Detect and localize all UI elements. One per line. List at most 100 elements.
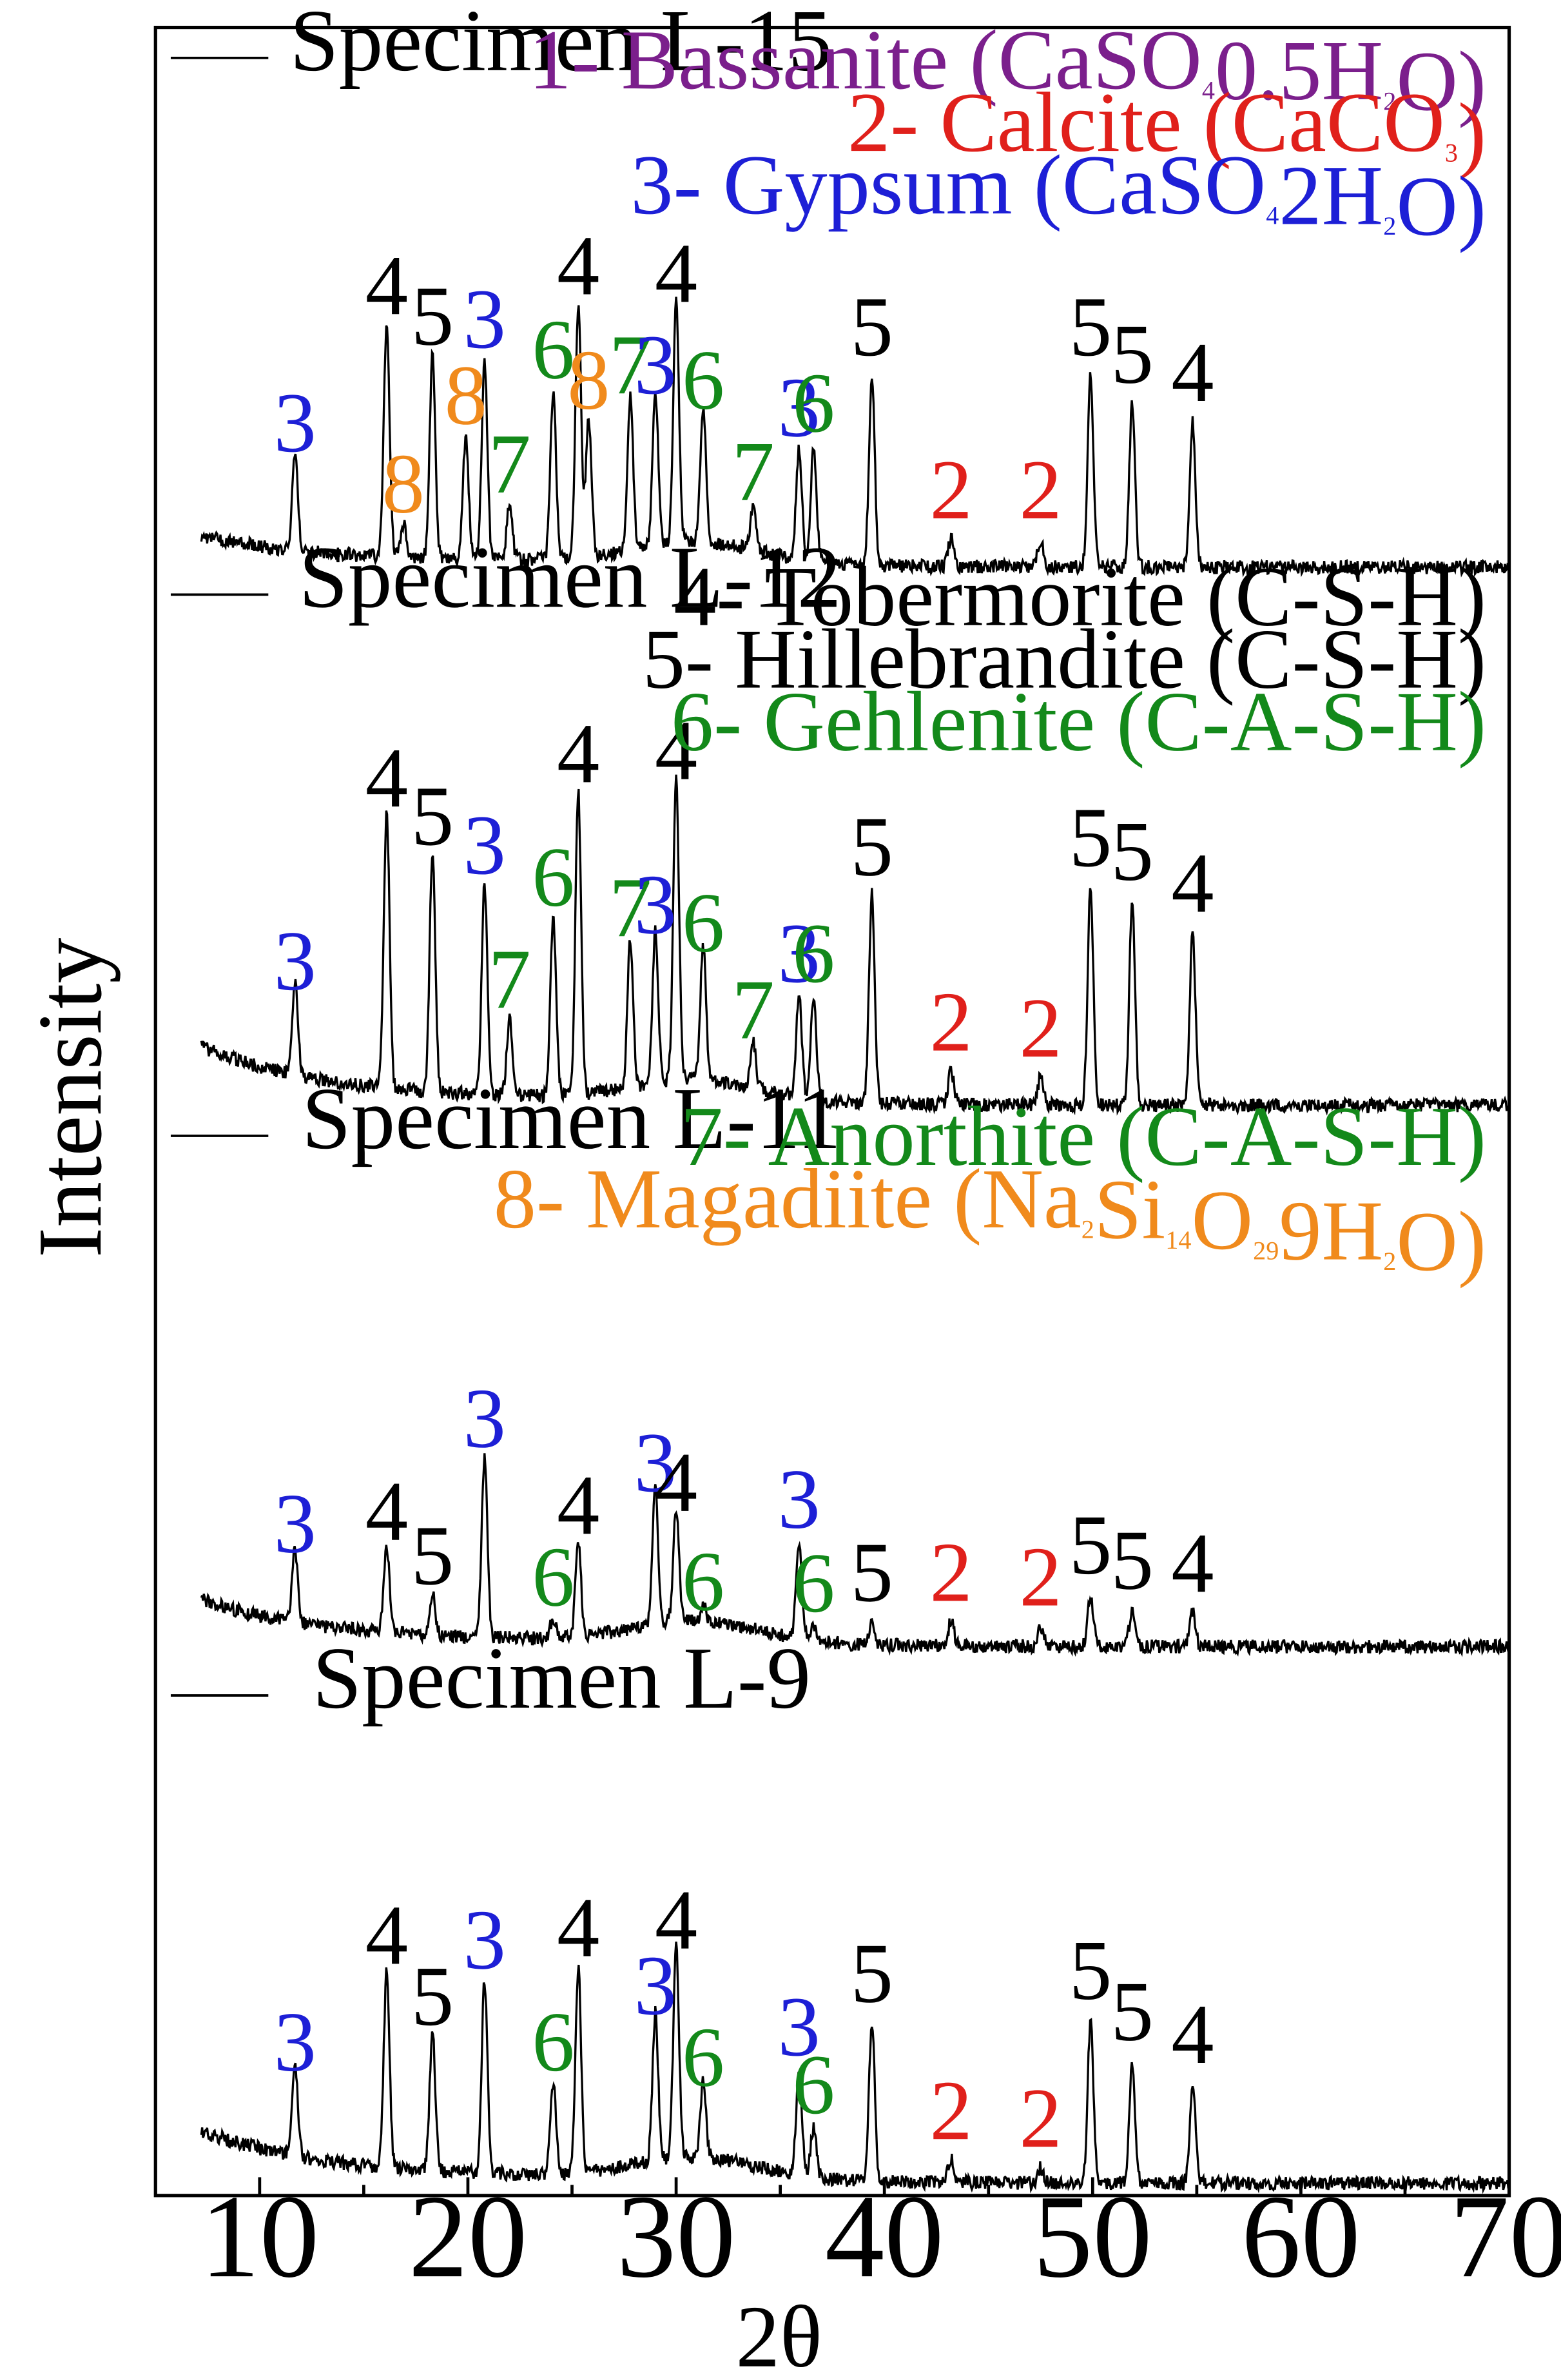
peak-label: 5	[851, 799, 893, 894]
peak-label: 4	[557, 1458, 599, 1552]
series-label-specimen-l-9: Specimen L-9	[313, 1629, 811, 1727]
peak-label: 3	[274, 1995, 316, 2089]
series-label-specimen-l-12: Specimen L-12	[299, 528, 842, 626]
peak-label: 7	[488, 932, 530, 1026]
peak-label: 6	[532, 1530, 574, 1624]
peak-label: 6	[682, 875, 724, 970]
peak-label: 3	[634, 857, 677, 951]
peak-label: 6	[682, 333, 724, 427]
plot-frame	[153, 25, 1511, 2198]
peak-label: 7	[732, 424, 775, 519]
peak-label: 5	[1111, 1512, 1154, 1607]
peak-label: 6	[792, 2037, 835, 2132]
legend-entry-3: 3- Gypsum (CaSO42H2O)	[630, 137, 1486, 253]
x-tick-label: 40	[825, 2170, 944, 2302]
peak-label: 4	[365, 238, 408, 333]
peak-label: 4	[557, 218, 599, 313]
peak-label: 8	[567, 333, 610, 427]
peak-label: 8	[445, 348, 487, 443]
peak-label: 3	[634, 1938, 677, 2033]
peak-label: 2	[1019, 1530, 1062, 1624]
peak-label: 3	[778, 1979, 820, 2074]
peak-label: 5	[1111, 804, 1154, 899]
peak-label: 7	[732, 962, 775, 1057]
peak-label: 4	[655, 226, 697, 320]
legend: 1- Bassanite (CaSO40.5H2O)2- Calcite (Ca…	[494, 12, 1486, 1289]
x-tick-label: 70	[1450, 2170, 1561, 2302]
peak-label: 5	[851, 279, 893, 374]
x-tick-label: 10	[200, 2170, 319, 2302]
peak-label: 6	[792, 355, 835, 450]
peak-label: 4	[365, 1464, 408, 1559]
x-tick-label: 60	[1241, 2170, 1360, 2302]
x-axis: 10 20 30 40 50 60 70	[200, 2170, 1561, 2302]
peak-label: 6	[532, 1995, 574, 2089]
legend-entry-7: 7- Anorthite (C-A-S-H)	[680, 1089, 1486, 1184]
peak-label: 2	[1019, 442, 1062, 537]
peak-label: 8	[382, 436, 425, 531]
peak-label: 4	[557, 706, 599, 801]
peak-label: 6	[792, 906, 835, 1000]
peak-label: 2	[929, 442, 972, 537]
peak-label: 3	[463, 797, 506, 892]
peak-label: 3	[778, 1452, 820, 1546]
peak-label: 6	[682, 2010, 724, 2105]
legend-entry-1: 1- Bassanite (CaSO40.5H2O)	[528, 12, 1486, 128]
peak-label: 4	[557, 1880, 599, 1975]
series-trace-specimen-l-12	[200, 774, 1510, 1116]
peak-label: 4	[1171, 325, 1214, 420]
peak-label: 6	[532, 302, 574, 397]
peak-label: 3	[274, 913, 316, 1008]
x-tick-label: 30	[617, 2170, 735, 2302]
peak-label: 4	[365, 730, 408, 825]
peak-label: 5	[411, 768, 454, 863]
peak-label: 4	[1171, 1516, 1214, 1610]
peak-label: 4	[655, 703, 697, 798]
peak-label: 4	[365, 1887, 408, 1982]
peak-label: 4	[655, 1435, 697, 1530]
peak-label: 5	[851, 1926, 893, 2020]
peak-label: 3	[634, 1415, 677, 1510]
peak-label: 5	[1069, 790, 1112, 884]
y-axis-title: Intensity	[19, 938, 121, 1258]
peak-label: 5	[1069, 1497, 1112, 1592]
peak-label: 3	[634, 317, 677, 412]
x-tick-label: 50	[1033, 2170, 1152, 2302]
series-trace-specimen-l-11	[200, 1453, 1511, 1657]
legend-entry-6: 6- Gehlenite (C-A-S-H)	[671, 674, 1486, 769]
peak-label: 3	[778, 360, 820, 454]
legend-entry-2: 2- Calcite (CaCO3)	[848, 75, 1486, 180]
legend-entry-4: 4- Tobermorite (C-S-H)	[674, 549, 1486, 644]
series-trace-specimen-l-15	[200, 297, 1511, 578]
x-tick-label: 20	[409, 2170, 527, 2302]
peak-label: 2	[1019, 980, 1062, 1075]
peak-label: 5	[411, 269, 454, 364]
peak-label: 4	[655, 1873, 697, 1967]
peak-label: 5	[851, 1525, 893, 1619]
series-trace-specimen-l-9	[200, 1941, 1511, 2194]
peak-label: 4	[1171, 835, 1214, 930]
specimen-labels-layer: Specimen L-15 Specimen L-12 Specimen L-11 S…	[170, 0, 842, 1727]
legend-entry-5: 5- Hillebrandite (C-S-H)	[643, 612, 1486, 707]
legend-entry-8: 8- Magadiite (Na2Si14O299H2O)	[494, 1151, 1486, 1289]
peak-label: 2	[929, 2063, 972, 2158]
peak-label: 7	[609, 317, 652, 412]
peak-label: 5	[1069, 279, 1112, 374]
series-label-specimen-l-11: Specimen L-11	[302, 1069, 841, 1167]
peak-label: 4	[1171, 1987, 1214, 2082]
peak-label: 6	[532, 830, 574, 924]
peak-label: 5	[411, 1508, 454, 1603]
peak-label: 3	[274, 1476, 316, 1571]
traces-layer	[200, 297, 1511, 2194]
peak-label: 5	[1111, 1964, 1154, 2059]
series-label-specimen-l-15: Specimen L-15	[289, 0, 832, 90]
peak-label: 5	[411, 1949, 454, 2043]
peak-label: 3	[463, 1892, 506, 1987]
peak-label: 5	[1111, 307, 1154, 402]
peak-label: 3	[778, 906, 820, 1000]
peak-label: 6	[682, 1534, 724, 1629]
peak-label: 5	[1069, 1923, 1112, 2018]
peak-label: 7	[488, 416, 530, 511]
